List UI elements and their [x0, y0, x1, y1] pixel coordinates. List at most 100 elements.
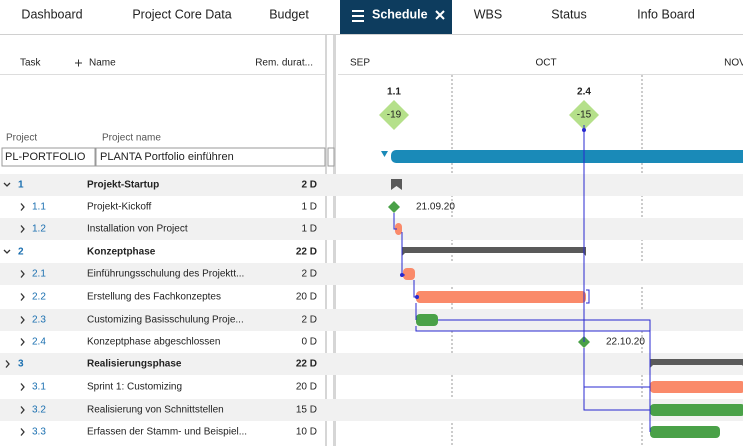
project-id-field[interactable]	[1, 147, 96, 167]
task-bar	[650, 426, 720, 438]
task-name[interactable]: Konzeptphase abgeschlossen	[87, 337, 220, 348]
task-name[interactable]: Installation von Project	[87, 224, 188, 235]
header-line	[338, 74, 743, 75]
row-stripe	[0, 174, 743, 196]
field-label: Project name	[102, 133, 161, 144]
milestone-diamond	[379, 100, 409, 130]
column-header: Name	[89, 58, 116, 69]
milestone-id: 2.4	[577, 87, 591, 98]
add-icon[interactable]	[75, 59, 82, 67]
dependency-line	[583, 387, 650, 411]
expand-toggle[interactable]	[20, 225, 25, 233]
task-id[interactable]: 2.1	[32, 269, 46, 280]
tab-label[interactable]: Dashboard	[21, 7, 82, 21]
tab-divider	[0, 34, 743, 35]
header-line	[0, 74, 325, 75]
task-name[interactable]: Einführungsschulung des Projektt...	[87, 269, 244, 280]
task-id[interactable]: 2	[18, 247, 24, 258]
task-id[interactable]: 3.3	[32, 427, 46, 438]
field-stub	[327, 147, 335, 167]
task-name[interactable]: Erfassen der Stamm- und Beispiel...	[87, 427, 247, 438]
task-id[interactable]: 2.3	[32, 315, 46, 326]
dependency-end	[400, 273, 404, 277]
month-label: OCT	[535, 58, 556, 69]
splitter[interactable]	[325, 35, 327, 446]
expand-toggle[interactable]	[20, 203, 25, 211]
task-duration: 1 D	[301, 202, 317, 213]
task-id[interactable]: 3	[18, 359, 24, 370]
task-id[interactable]: 2.2	[32, 292, 46, 303]
close-icon[interactable]	[435, 10, 445, 20]
task-id[interactable]: 3.1	[32, 382, 46, 393]
row-stripe	[0, 218, 743, 240]
task-name[interactable]: Projekt-Kickoff	[87, 202, 152, 213]
task-id[interactable]: 1.1	[32, 202, 46, 213]
dependency-line	[393, 213, 397, 230]
task-duration: 1 D	[301, 224, 317, 235]
expand-toggle[interactable]	[20, 270, 25, 278]
tab-label[interactable]: Budget	[269, 7, 309, 21]
column-header: Task	[20, 58, 42, 69]
dependency-line	[415, 326, 650, 332]
milestone-offset: -15	[577, 110, 592, 121]
task-id[interactable]: 1	[18, 180, 24, 191]
expand-toggle[interactable]	[20, 316, 25, 324]
tab-label[interactable]: Project Core Data	[132, 7, 231, 21]
project-bar	[391, 150, 743, 163]
menu-icon	[352, 20, 364, 22]
row-stripe	[0, 353, 743, 375]
dependency-line	[438, 319, 651, 432]
task-duration: 22 D	[296, 247, 317, 258]
expand-toggle[interactable]	[20, 293, 25, 301]
task-id[interactable]: 1.2	[32, 224, 46, 235]
task-bar	[650, 404, 743, 416]
expand-toggle[interactable]	[5, 360, 10, 368]
month-label: NOV	[724, 58, 743, 69]
milestone-offset: -19	[387, 110, 402, 121]
expand-toggle[interactable]	[3, 182, 11, 187]
expand-toggle[interactable]	[20, 383, 25, 391]
menu-icon	[352, 10, 364, 12]
row-stripe	[0, 399, 743, 421]
task-id[interactable]: 3.2	[32, 405, 46, 416]
tab-label[interactable]: Schedule	[372, 7, 428, 21]
row-stripe	[0, 263, 743, 285]
dependency-end	[582, 128, 586, 132]
tab-label[interactable]: Info Board	[637, 7, 695, 21]
milestone-id: 1.1	[387, 87, 401, 98]
expand-toggle[interactable]	[20, 406, 25, 414]
summary-bar	[650, 359, 743, 368]
expand-toggle[interactable]	[20, 428, 25, 436]
task-name[interactable]: Konzeptphase	[87, 247, 156, 258]
date-label: 22.10.20	[606, 337, 645, 348]
task-name[interactable]: Erstellung des Fachkonzeptes	[87, 292, 221, 303]
project-name: PLANTA Portfolio einführen	[100, 151, 234, 163]
task-duration: 20 D	[296, 292, 317, 303]
task-name[interactable]: Customizing Basisschulung Proje...	[87, 315, 244, 326]
splitter[interactable]	[333, 35, 336, 446]
task-name[interactable]: Sprint 1: Customizing	[87, 382, 182, 393]
dependency-end	[415, 295, 419, 299]
expand-toggle[interactable]	[20, 338, 25, 346]
task-name[interactable]: Projekt-Startup	[87, 180, 159, 191]
task-duration: 2 D	[301, 315, 317, 326]
project-id: PL-PORTFOLIO	[5, 151, 86, 163]
milestone	[388, 201, 400, 213]
tab-label[interactable]: Status	[551, 7, 586, 21]
task-bar	[416, 314, 438, 326]
expand-toggle[interactable]	[3, 249, 11, 254]
task-name[interactable]: Realisierungsphase	[87, 359, 182, 370]
project-name-field[interactable]	[95, 147, 326, 167]
task-duration: 10 D	[296, 427, 317, 438]
date-label: 21.09.20	[416, 202, 455, 213]
task-bar	[395, 223, 402, 235]
task-id[interactable]: 2.4	[32, 337, 46, 348]
milestone-diamond	[569, 100, 599, 130]
row-stripe	[0, 309, 743, 331]
task-duration: 2 D	[301, 269, 317, 280]
task-bar	[403, 268, 415, 280]
tab-label[interactable]: WBS	[474, 7, 502, 21]
summary-bar	[402, 247, 586, 256]
task-name[interactable]: Realisierung von Schnittstellen	[87, 405, 224, 416]
